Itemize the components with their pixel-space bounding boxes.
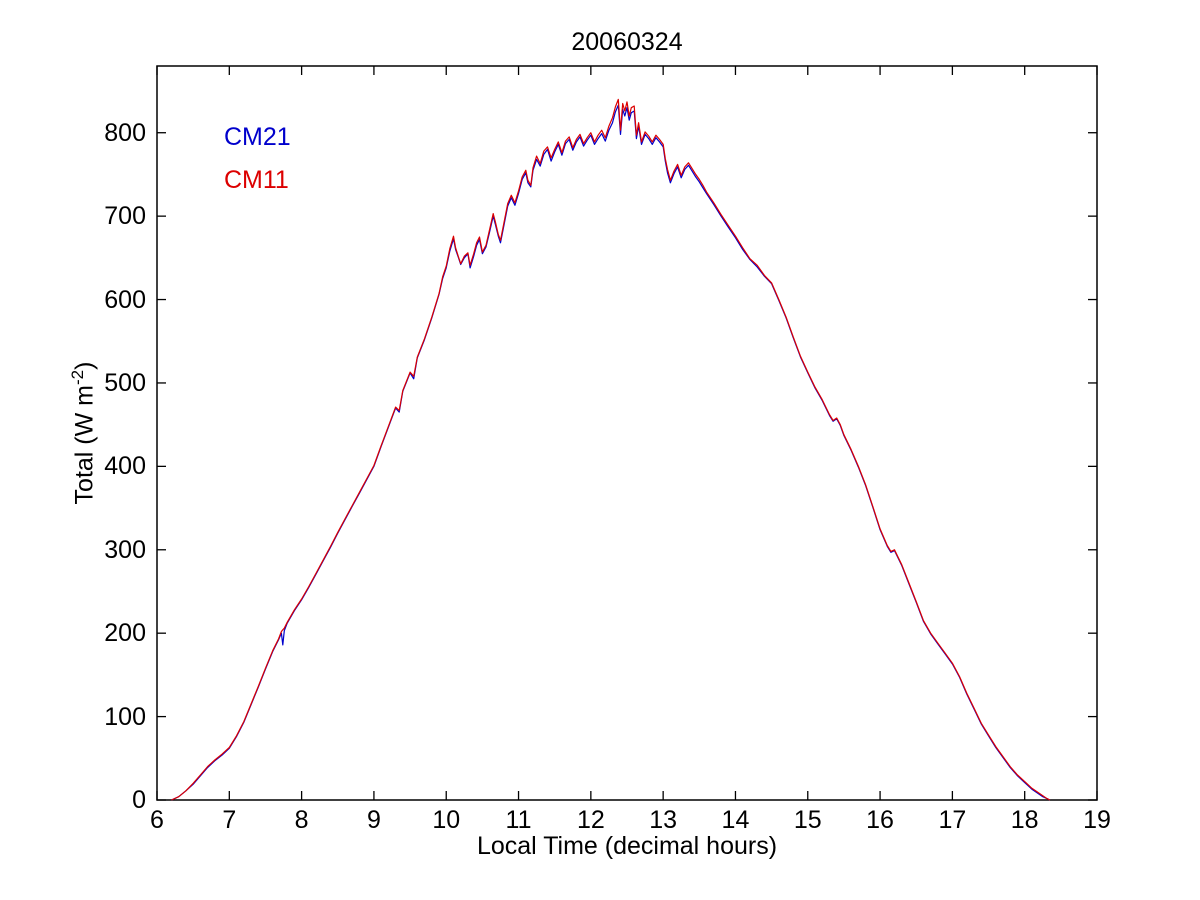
x-tick-label: 14 bbox=[721, 806, 750, 834]
x-tick-label: 13 bbox=[649, 806, 678, 834]
axes-box bbox=[156, 65, 1098, 801]
x-tick-label: 7 bbox=[222, 806, 237, 834]
y-tick-label: 200 bbox=[104, 619, 146, 648]
x-tick-label: 8 bbox=[294, 806, 309, 834]
y-tick-label: 0 bbox=[132, 786, 146, 814]
x-axis-label: Local Time (decimal hours) bbox=[476, 832, 778, 860]
x-tick-label: 19 bbox=[1083, 806, 1111, 834]
y-tick-label: 700 bbox=[104, 202, 146, 231]
y-tick-label: 500 bbox=[104, 368, 146, 397]
y-tick-label: 100 bbox=[104, 702, 146, 731]
legend-cm21-label: CM21 bbox=[224, 123, 291, 151]
x-tick-label: 11 bbox=[505, 806, 532, 834]
legend-cm11-label: CM11 bbox=[224, 166, 289, 194]
y-tick-label: 800 bbox=[104, 118, 146, 147]
y-axis-label-text: Total (W m bbox=[70, 385, 99, 505]
series-line-cm11 bbox=[171, 98, 1051, 801]
x-tick-label: 17 bbox=[938, 806, 967, 834]
series-line-cm21 bbox=[171, 104, 1051, 801]
x-tick-label: 16 bbox=[866, 806, 894, 834]
y-axis-label: Total (W m-2) bbox=[68, 303, 98, 563]
chart-title: 20060324 bbox=[571, 28, 683, 56]
x-tick-label: 9 bbox=[366, 806, 381, 834]
x-tick-label: 12 bbox=[576, 806, 605, 834]
y-tick-label: 300 bbox=[104, 535, 146, 564]
x-tick-label: 18 bbox=[1010, 806, 1039, 834]
x-tick-label: 6 bbox=[150, 806, 164, 834]
x-tick-label: 10 bbox=[432, 806, 461, 834]
y-tick-label: 600 bbox=[104, 285, 146, 314]
y-tick-label: 400 bbox=[104, 452, 146, 481]
x-tick-label: 15 bbox=[793, 806, 822, 834]
